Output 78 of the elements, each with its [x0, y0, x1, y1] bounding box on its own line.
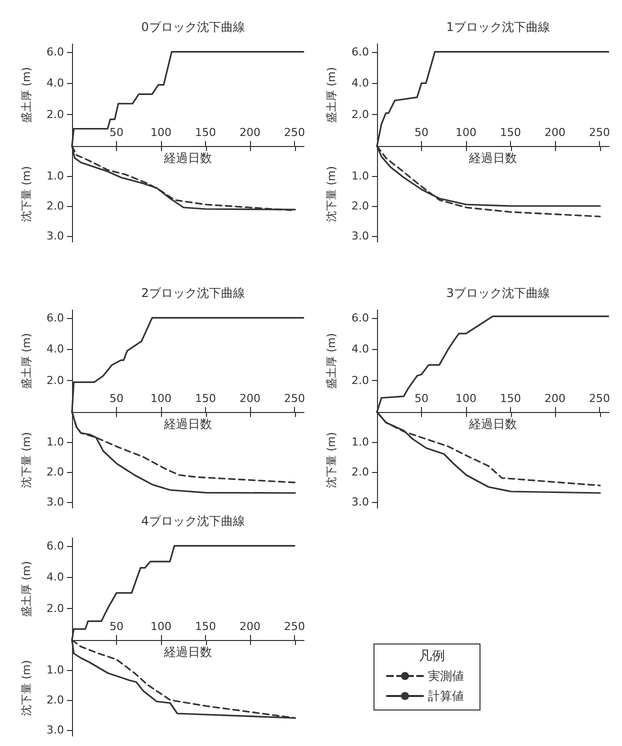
chart-title: 2ブロック沈下曲線 — [141, 286, 245, 300]
y-tick-label: 3.0 — [46, 230, 64, 242]
x-axis-title: 経過日数 — [468, 151, 517, 165]
y-tick-label: 2.0 — [46, 374, 64, 388]
y-axis-title: 盛土厚 (m) — [325, 67, 338, 123]
x-tick-label: 200 — [240, 126, 260, 139]
x-tick-label: 250 — [284, 126, 305, 139]
y-axis-title: 盛土厚 (m) — [20, 333, 33, 389]
y-axis-title: 盛土厚 (m) — [325, 333, 338, 389]
x-tick-label: 50 — [110, 620, 124, 633]
y-tick-label: 4.0 — [46, 570, 64, 584]
y-tick-label: 2.0 — [46, 200, 64, 212]
y-tick-label: 3.0 — [352, 496, 369, 508]
y-tick-label: 2.0 — [352, 108, 369, 122]
y-axis-title: 沈下量 (m) — [20, 166, 33, 222]
x-tick-label: 100 — [150, 126, 172, 139]
x-tick-label: 100 — [150, 620, 172, 633]
y-tick-label: 2.0 — [46, 466, 64, 478]
x-tick-label: 50 — [110, 392, 124, 405]
y-tick-label: 2.0 — [46, 694, 64, 706]
x-axis-title: 経過日数 — [163, 151, 212, 165]
y-tick-label: 6.0 — [352, 45, 369, 58]
x-tick-label: 200 — [544, 392, 566, 405]
x-tick-label: 200 — [544, 126, 566, 139]
y-tick-label: 1.0 — [46, 664, 64, 676]
x-tick-label: 250 — [284, 392, 305, 405]
y-tick-label: 3.0 — [46, 724, 64, 736]
legend-label: 計算値 — [428, 689, 464, 703]
y-tick-label: 1.0 — [46, 436, 64, 448]
y-tick-label: 6.0 — [46, 539, 64, 552]
y-tick-label: 3.0 — [352, 230, 369, 242]
y-axis-title: 沈下量 (m) — [325, 166, 338, 222]
x-tick-label: 50 — [414, 392, 428, 405]
x-tick-label: 150 — [195, 126, 216, 139]
x-tick-label: 250 — [589, 392, 610, 405]
y-tick-label: 1.0 — [46, 170, 64, 182]
y-tick-label: 6.0 — [46, 311, 64, 324]
legend-title: 凡例 — [419, 649, 445, 664]
y-tick-label: 2.0 — [352, 200, 369, 212]
y-tick-label: 6.0 — [352, 311, 369, 324]
x-axis-title: 経過日数 — [163, 645, 212, 659]
y-tick-label: 4.0 — [352, 342, 369, 356]
chart-title: 0ブロック沈下曲線 — [141, 20, 245, 34]
y-tick-label: 2.0 — [46, 602, 64, 616]
y-axis-title: 沈下量 (m) — [20, 432, 33, 488]
y-axis-title: 沈下量 (m) — [20, 660, 33, 716]
x-tick-label: 250 — [284, 620, 305, 633]
x-tick-label: 50 — [110, 126, 124, 139]
y-tick-label: 2.0 — [352, 466, 369, 478]
y-axis-title: 沈下量 (m) — [325, 432, 338, 488]
y-tick-label: 4.0 — [352, 76, 369, 90]
x-tick-label: 150 — [500, 392, 521, 405]
x-tick-label: 100 — [456, 392, 476, 405]
y-tick-label: 4.0 — [46, 342, 64, 356]
x-tick-label: 150 — [195, 392, 216, 405]
y-axis-title: 盛土厚 (m) — [20, 561, 33, 617]
x-axis-title: 経過日数 — [163, 417, 212, 431]
x-tick-label: 200 — [240, 392, 260, 405]
x-tick-label: 100 — [456, 126, 476, 139]
x-tick-label: 150 — [195, 620, 216, 633]
x-tick-label: 50 — [414, 126, 428, 139]
y-tick-label: 3.0 — [46, 496, 64, 508]
y-tick-label: 1.0 — [352, 436, 369, 448]
legend-label: 実測値 — [428, 669, 464, 683]
x-axis-title: 経過日数 — [468, 417, 517, 431]
chart-title: 4ブロック沈下曲線 — [141, 514, 245, 528]
chart-title: 1ブロック沈下曲線 — [446, 20, 550, 34]
y-tick-label: 4.0 — [46, 76, 64, 90]
y-tick-label: 2.0 — [46, 108, 64, 122]
x-tick-label: 150 — [500, 126, 521, 139]
y-tick-label: 6.0 — [46, 45, 64, 58]
x-tick-label: 100 — [150, 392, 172, 405]
x-tick-label: 250 — [589, 126, 610, 139]
chart-title: 3ブロック沈下曲線 — [446, 286, 550, 300]
y-tick-label: 2.0 — [352, 374, 369, 388]
y-axis-title: 盛土厚 (m) — [20, 67, 33, 123]
y-tick-label: 1.0 — [352, 170, 369, 182]
x-tick-label: 200 — [240, 620, 260, 633]
